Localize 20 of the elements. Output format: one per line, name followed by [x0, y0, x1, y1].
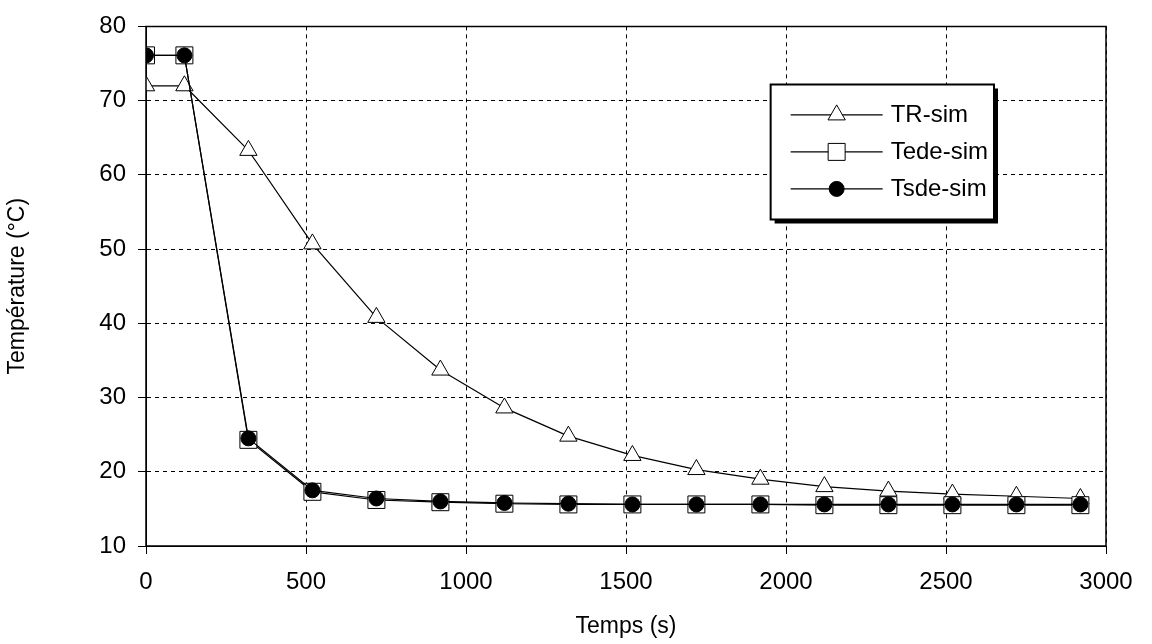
x-tick-label: 2500 — [919, 567, 973, 595]
x-tick-label: 1500 — [599, 567, 653, 595]
y-tick-label: 20 — [99, 456, 126, 484]
x-tick-label: 1000 — [439, 567, 493, 595]
legend-label: Tede-sim — [890, 136, 988, 164]
y-tick-label: 80 — [99, 11, 126, 39]
y-tick-label: 50 — [99, 233, 126, 261]
y-tick-label: 10 — [99, 530, 126, 558]
y-tick-label: 60 — [99, 159, 126, 187]
y-tick-label: 70 — [99, 85, 126, 113]
x-tick-label: 3000 — [1079, 567, 1133, 595]
y-tick-label: 30 — [99, 382, 126, 410]
legend-label: Tsde-sim — [890, 173, 987, 201]
x-tick-label: 500 — [285, 567, 327, 595]
legend-label: TR-sim — [890, 99, 968, 127]
x-tick-label: 0 — [139, 567, 153, 595]
x-tick-label: 2000 — [759, 567, 813, 595]
y-axis-title: Température (°C) — [3, 197, 30, 375]
y-tick-label: 40 — [99, 307, 126, 335]
x-axis-title: Temps (s) — [575, 611, 677, 638]
